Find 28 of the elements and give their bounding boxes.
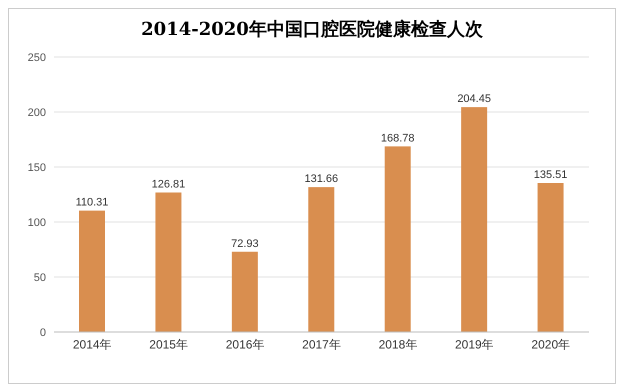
data-label: 110.31 <box>76 196 108 209</box>
x-tick-label: 2014年 <box>72 338 112 352</box>
data-label: 135.51 <box>534 168 568 181</box>
data-label: 204.45 <box>457 93 491 106</box>
bar <box>384 146 411 332</box>
y-tick-label: 250 <box>28 52 46 64</box>
x-tick-label: 2015年 <box>149 338 188 352</box>
data-label: 168.78 <box>380 132 415 144</box>
bar <box>79 210 105 332</box>
y-tick-label: 150 <box>28 162 46 174</box>
chart-title: 2014-2020年中国口腔医院健康检查人次 <box>140 18 484 42</box>
x-tick-label: 2020年 <box>531 338 570 352</box>
x-tick-label: 2018年 <box>378 338 418 352</box>
bar <box>461 107 488 332</box>
data-label: 131.66 <box>304 173 338 186</box>
y-tick-label: 0 <box>40 326 46 339</box>
bar <box>232 252 258 332</box>
y-tick-label: 100 <box>28 216 46 229</box>
bar <box>538 182 564 332</box>
y-tick-label: 200 <box>28 106 46 119</box>
data-label: 72.93 <box>231 238 259 250</box>
x-tick-label: 2016年 <box>226 338 264 352</box>
bar <box>155 192 182 332</box>
data-label: 126.81 <box>152 178 186 191</box>
y-tick-label: 50 <box>34 272 46 284</box>
x-tick-label: 2019年 <box>455 338 494 352</box>
bar <box>308 187 334 332</box>
x-tick-label: 2017年 <box>302 338 341 352</box>
